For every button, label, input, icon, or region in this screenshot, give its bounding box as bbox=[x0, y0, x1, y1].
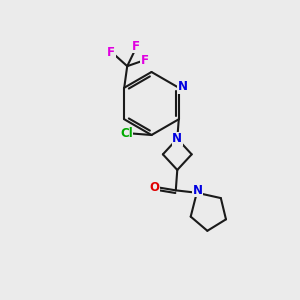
Text: F: F bbox=[107, 46, 115, 59]
Text: N: N bbox=[178, 80, 188, 93]
Text: O: O bbox=[149, 181, 159, 194]
Text: N: N bbox=[172, 132, 182, 145]
Text: F: F bbox=[132, 40, 140, 53]
Text: F: F bbox=[141, 54, 148, 67]
Text: Cl: Cl bbox=[120, 127, 133, 140]
Text: N: N bbox=[192, 184, 203, 197]
